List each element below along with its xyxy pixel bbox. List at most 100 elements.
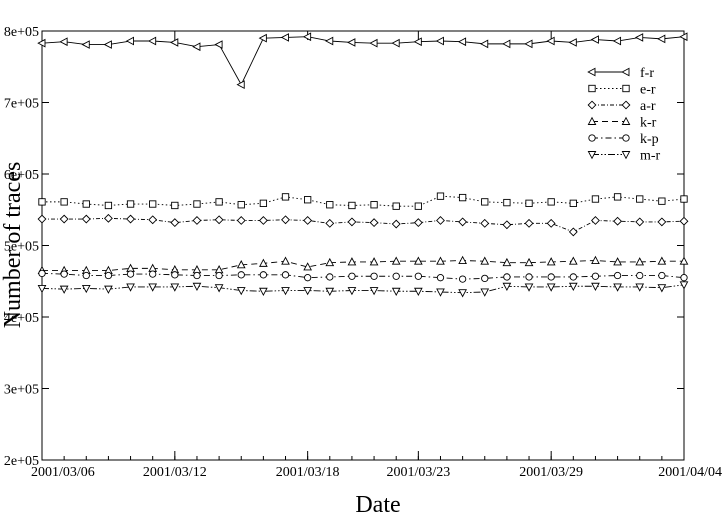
data-point-k-p <box>82 271 90 280</box>
data-point-f-r <box>590 35 599 44</box>
data-point-k-r <box>436 256 445 265</box>
data-point-f-r <box>457 37 467 47</box>
data-point-e-r <box>525 199 533 207</box>
data-point-m-r <box>325 287 335 297</box>
data-point-k-r <box>568 256 578 265</box>
data-point-k-p <box>104 271 113 280</box>
data-point-e-r <box>60 198 68 206</box>
data-point-e-r <box>149 200 157 208</box>
data-point-k-r <box>236 260 246 269</box>
data-point-m-r <box>148 283 158 292</box>
data-point-f-r <box>413 37 422 47</box>
data-point-f-r <box>657 34 666 44</box>
data-point-k-p <box>525 273 533 281</box>
legend-label: a-r <box>640 99 656 114</box>
data-point-e-r <box>547 198 555 206</box>
legend-marker <box>621 116 631 125</box>
data-point-a-r <box>679 216 689 226</box>
legend-label: k-p <box>640 132 659 147</box>
data-point-f-r <box>214 40 223 49</box>
series-layer <box>37 32 689 298</box>
series-a-r <box>37 213 689 237</box>
data-point-f-r <box>125 36 135 46</box>
data-point-k-r <box>524 257 534 267</box>
data-point-m-r <box>657 284 667 293</box>
series-k-p <box>38 269 688 283</box>
data-point-m-r <box>502 282 512 292</box>
data-point-k-p <box>281 271 290 279</box>
data-point-e-r <box>304 196 312 204</box>
data-point-e-r <box>348 201 356 210</box>
data-point-e-r <box>481 198 489 206</box>
data-point-m-r <box>369 287 379 296</box>
legend-marker <box>588 84 596 93</box>
data-point-a-r <box>347 217 357 227</box>
data-point-e-r <box>636 195 644 203</box>
data-point-e-r <box>215 198 223 206</box>
data-point-k-p <box>237 271 245 279</box>
legend-marker <box>621 100 631 110</box>
data-point-f-r <box>170 38 179 47</box>
data-point-m-r <box>546 283 556 292</box>
legend-marker <box>587 151 597 160</box>
data-point-m-r <box>613 283 622 292</box>
data-point-f-r <box>192 42 201 52</box>
data-point-f-r <box>479 39 489 49</box>
data-point-k-p <box>348 272 356 280</box>
data-point-k-p <box>149 270 157 278</box>
data-point-k-r <box>591 255 600 264</box>
data-point-e-r <box>569 199 577 207</box>
data-point-a-r <box>546 218 556 228</box>
y-tick-label: 5e+05 <box>4 240 39 255</box>
data-point-k-p <box>658 271 666 280</box>
x-tick-label: 2001/03/29 <box>519 465 583 480</box>
data-point-m-r <box>436 288 445 297</box>
x-tick-label: 2001/04/04 <box>658 465 722 480</box>
data-point-f-r <box>81 40 90 49</box>
data-point-k-r <box>347 257 357 266</box>
data-point-k-r <box>657 256 667 265</box>
x-axis: 2001/03/06 2001/03/12 2001/03/18 2001/03/23… <box>31 31 722 480</box>
data-point-m-r <box>391 287 401 297</box>
data-point-e-r <box>680 195 688 203</box>
data-point-k-r <box>635 257 645 266</box>
data-point-m-r <box>170 283 180 292</box>
data-point-a-r <box>170 218 180 228</box>
data-point-e-r <box>591 195 600 203</box>
series-line-e-r <box>42 195 685 207</box>
series-f-r <box>37 32 688 89</box>
y-tick-label: 7e+05 <box>4 97 39 112</box>
data-point-m-r <box>192 282 202 292</box>
data-point-a-r <box>126 214 135 224</box>
legend-marker <box>588 134 596 142</box>
data-point-a-r <box>413 218 423 228</box>
data-point-a-r <box>81 214 91 224</box>
legend-label: f-r <box>640 66 654 81</box>
data-point-f-r <box>502 39 511 49</box>
data-point-k-p <box>126 270 135 278</box>
y-axis: 2e+05 3e+05 4e+05 5e+05 6e+05 7e+05 8e+05 <box>4 25 684 469</box>
data-point-a-r <box>591 216 600 225</box>
data-point-k-p <box>392 272 400 280</box>
data-point-f-r <box>59 37 68 47</box>
data-point-m-r <box>480 288 490 297</box>
data-point-e-r <box>414 202 422 210</box>
data-point-m-r <box>413 287 423 297</box>
data-point-f-r <box>612 36 622 46</box>
data-point-a-r <box>303 216 313 225</box>
data-point-k-p <box>215 271 223 280</box>
data-point-e-r <box>259 199 268 207</box>
data-point-k-r <box>391 256 401 265</box>
data-point-f-r <box>369 38 378 48</box>
legend-marker <box>587 100 597 110</box>
data-point-m-r <box>126 283 135 292</box>
data-point-k-r <box>303 262 313 271</box>
legend-marker <box>587 116 597 125</box>
data-point-f-r <box>37 38 46 48</box>
legend: f-r e-ra-r k-rk-p m-r <box>587 66 661 164</box>
data-point-m-r <box>37 284 47 294</box>
series-line-a-r <box>42 217 685 233</box>
legend-label: e-r <box>640 83 656 98</box>
y-tick-label: 8e+05 <box>4 25 39 40</box>
